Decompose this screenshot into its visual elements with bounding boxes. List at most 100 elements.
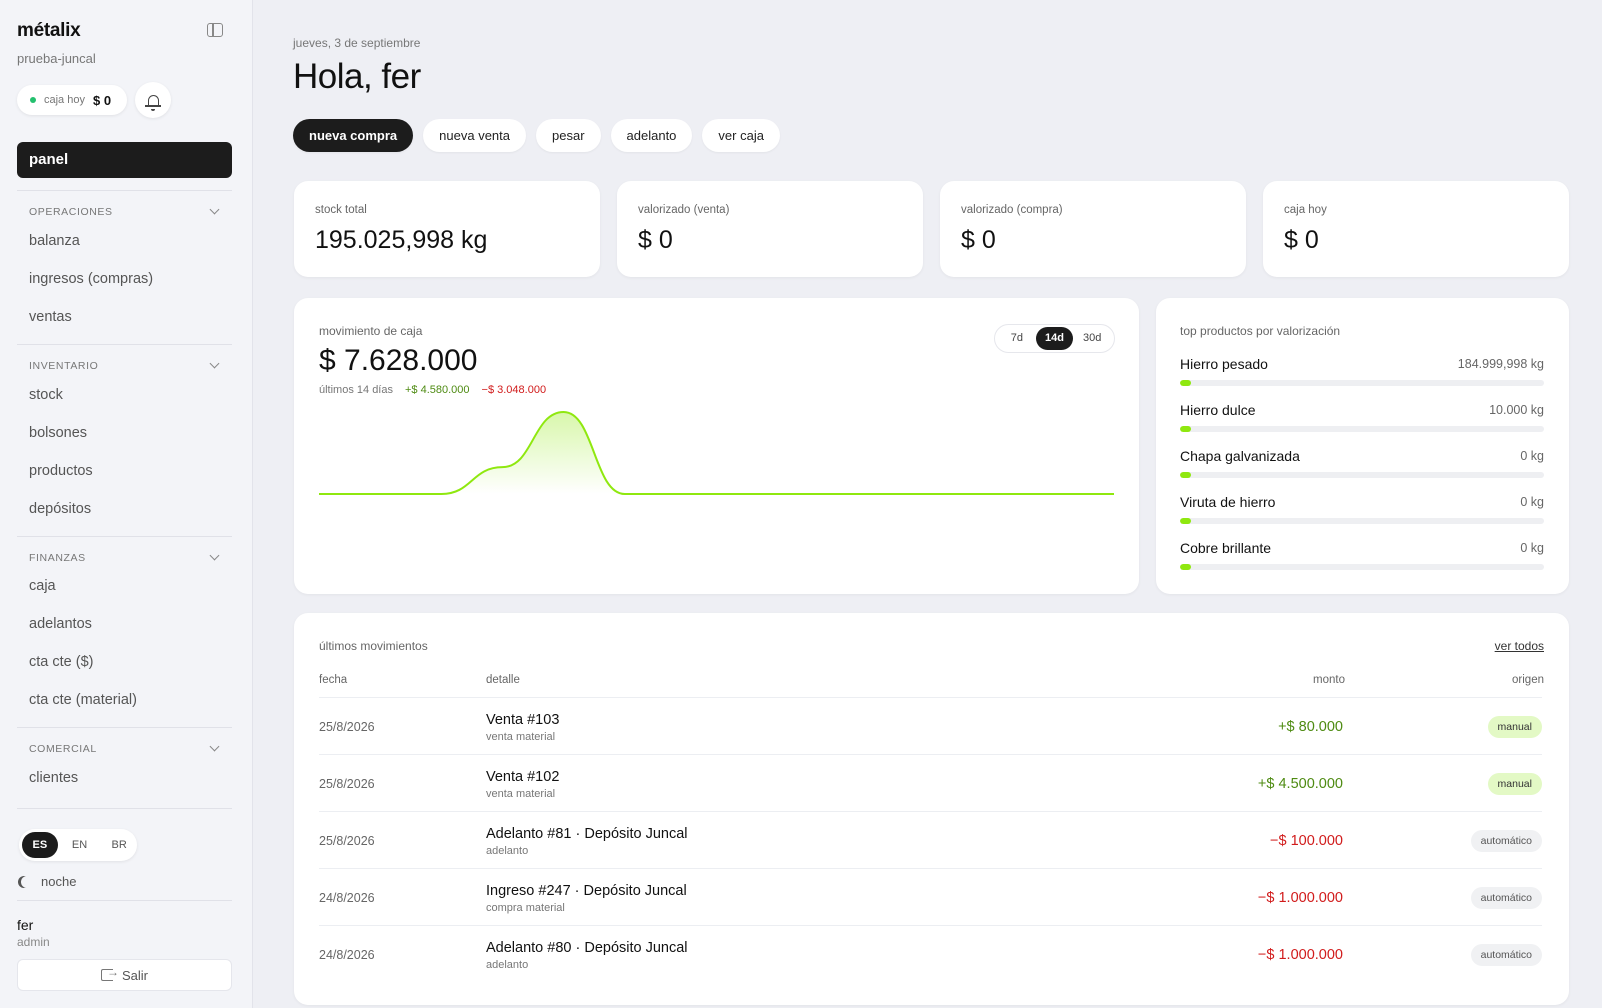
- cash-today-value: $ 0: [92, 92, 112, 108]
- cash-today-pill[interactable]: caja hoy $ 0: [17, 85, 127, 115]
- product-kg: 184.999,998 kg: [1457, 357, 1544, 371]
- range-selector: 7d 14d 30d: [994, 324, 1115, 353]
- nav-item-stock[interactable]: stock: [29, 387, 63, 403]
- table-row[interactable]: 25/8/2026 Adelanto #81 · Depósito Juncal…: [319, 811, 1542, 868]
- user-name: fer: [17, 917, 34, 933]
- row-date: 25/8/2026: [319, 777, 375, 791]
- row-date: 25/8/2026: [319, 834, 375, 848]
- column-header-detail[interactable]: detalle: [486, 674, 520, 686]
- income-total: +$ 4.580.000: [404, 384, 470, 396]
- product-kg: 0 kg: [1520, 495, 1544, 509]
- row-amount: −$ 1.000.000: [1257, 890, 1343, 906]
- row-title: Ingreso #247 · Depósito Juncal: [486, 883, 687, 899]
- product-bar-fill: [1180, 564, 1191, 570]
- nav-item-balanza[interactable]: balanza: [29, 233, 80, 249]
- stat-value: $ 0: [638, 226, 673, 254]
- chart-line: [319, 410, 1114, 495]
- section-operaciones[interactable]: OPERACIONES: [29, 204, 220, 218]
- product-bar-fill: [1180, 426, 1191, 432]
- nav-item-cta-cte-pesos[interactable]: cta cte ($): [29, 654, 94, 670]
- new-purchase-button[interactable]: nueva compra: [293, 119, 414, 152]
- cash-movement-card: movimiento de caja $ 7.628.000 últimos 1…: [294, 298, 1139, 594]
- chevron-down-icon: [209, 741, 220, 752]
- section-title: FINANZAS: [29, 552, 86, 564]
- nav-item-clientes[interactable]: clientes: [29, 770, 79, 786]
- status-dot-icon: [30, 97, 36, 103]
- brand-logo[interactable]: métalix: [17, 20, 81, 41]
- new-sale-button[interactable]: nueva venta: [423, 119, 526, 152]
- row-amount: −$ 100.000: [1270, 833, 1343, 849]
- row-title: Venta #102: [486, 769, 560, 785]
- chart-area: [319, 412, 1114, 494]
- product-bar: [1180, 380, 1544, 386]
- stat-label: valorizado (venta): [638, 204, 730, 216]
- row-title: Adelanto #80 · Depósito Juncal: [486, 940, 688, 956]
- bell-icon: [144, 94, 161, 111]
- range-30d[interactable]: 30d: [1083, 332, 1102, 344]
- nav-item-bolsones[interactable]: bolsones: [29, 425, 88, 441]
- quick-actions: nueva compra nueva venta pesar adelanto …: [293, 119, 780, 152]
- tenant-name: prueba-juncal: [17, 51, 96, 66]
- notifications-button[interactable]: [135, 82, 171, 118]
- range-14d[interactable]: 14d: [1035, 327, 1074, 350]
- expense-total: −$ 3.048.000: [481, 384, 547, 396]
- section-comercial[interactable]: COMERCIAL: [29, 741, 220, 755]
- stat-card-sale-value: valorizado (venta) $ 0: [617, 181, 923, 277]
- stat-label: stock total: [315, 204, 367, 216]
- product-bar: [1180, 564, 1544, 570]
- logout-label: Salir: [121, 967, 148, 983]
- lang-br[interactable]: BR: [111, 839, 127, 851]
- stat-card-purchase-value: valorizado (compra) $ 0: [940, 181, 1246, 277]
- section-inventario[interactable]: INVENTARIO: [29, 358, 220, 372]
- row-title: Venta #103: [486, 712, 560, 728]
- sidebar-toggle-icon[interactable]: [207, 23, 223, 37]
- column-header-amount[interactable]: monto: [1313, 674, 1345, 686]
- view-cash-button[interactable]: ver caja: [702, 119, 780, 152]
- origin-badge: manual: [1487, 716, 1542, 738]
- table-row[interactable]: 24/8/2026 Adelanto #80 · Depósito Juncal…: [319, 925, 1542, 982]
- origin-badge: automático: [1470, 830, 1542, 852]
- language-switcher: ES EN BR: [19, 829, 137, 861]
- origin-badge: automático: [1470, 944, 1542, 966]
- sidebar: métalix prueba-juncal caja hoy $ 0 panel…: [0, 0, 253, 1008]
- column-header-date[interactable]: fecha: [319, 674, 348, 686]
- column-header-origin[interactable]: origen: [1512, 674, 1544, 686]
- user-role: admin: [17, 935, 50, 949]
- weigh-button[interactable]: pesar: [536, 119, 601, 152]
- product-bar: [1180, 518, 1544, 524]
- divider: [17, 536, 232, 537]
- night-mode-toggle[interactable]: noche: [19, 874, 76, 889]
- nav-item-productos[interactable]: productos: [29, 463, 93, 479]
- range-7d[interactable]: 7d: [1010, 332, 1023, 344]
- nav-item-panel[interactable]: panel: [17, 142, 232, 178]
- cash-today-label: caja hoy: [44, 94, 85, 106]
- table-row[interactable]: 25/8/2026 Venta #103 venta material +$ 8…: [319, 697, 1542, 754]
- section-finanzas[interactable]: FINANZAS: [29, 550, 220, 564]
- stat-label: valorizado (compra): [961, 204, 1063, 216]
- nav-item-ingresos[interactable]: ingresos (compras): [29, 271, 154, 287]
- see-all-link[interactable]: ver todos: [1494, 639, 1544, 653]
- chevron-down-icon: [209, 204, 220, 215]
- table-row[interactable]: 25/8/2026 Venta #102 venta material +$ 4…: [319, 754, 1542, 811]
- product-name: Cobre brillante: [1180, 540, 1272, 556]
- stat-value: 195.025,998 kg: [315, 226, 488, 254]
- stat-value: $ 0: [961, 226, 996, 254]
- product-name: Chapa galvanizada: [1180, 448, 1300, 464]
- lang-en[interactable]: EN: [71, 839, 88, 851]
- row-date: 24/8/2026: [319, 948, 375, 962]
- nav-item-caja[interactable]: caja: [29, 578, 56, 594]
- nav-item-ventas[interactable]: ventas: [29, 309, 72, 325]
- logout-button[interactable]: Salir: [17, 959, 232, 991]
- advance-button[interactable]: adelanto: [610, 119, 693, 152]
- lang-es[interactable]: ES: [22, 832, 58, 858]
- origin-badge: automático: [1470, 887, 1542, 909]
- divider: [17, 344, 232, 345]
- table-row[interactable]: 24/8/2026 Ingreso #247 · Depósito Juncal…: [319, 868, 1542, 925]
- section-title: COMERCIAL: [29, 743, 97, 755]
- product-name: Hierro dulce: [1180, 402, 1256, 418]
- period-label: últimos 14 días: [319, 384, 393, 396]
- nav-item-adelantos[interactable]: adelantos: [29, 616, 92, 632]
- nav-item-depositos[interactable]: depósitos: [29, 501, 92, 517]
- product-bar: [1180, 472, 1544, 478]
- nav-item-cta-cte-material[interactable]: cta cte (material): [29, 692, 137, 708]
